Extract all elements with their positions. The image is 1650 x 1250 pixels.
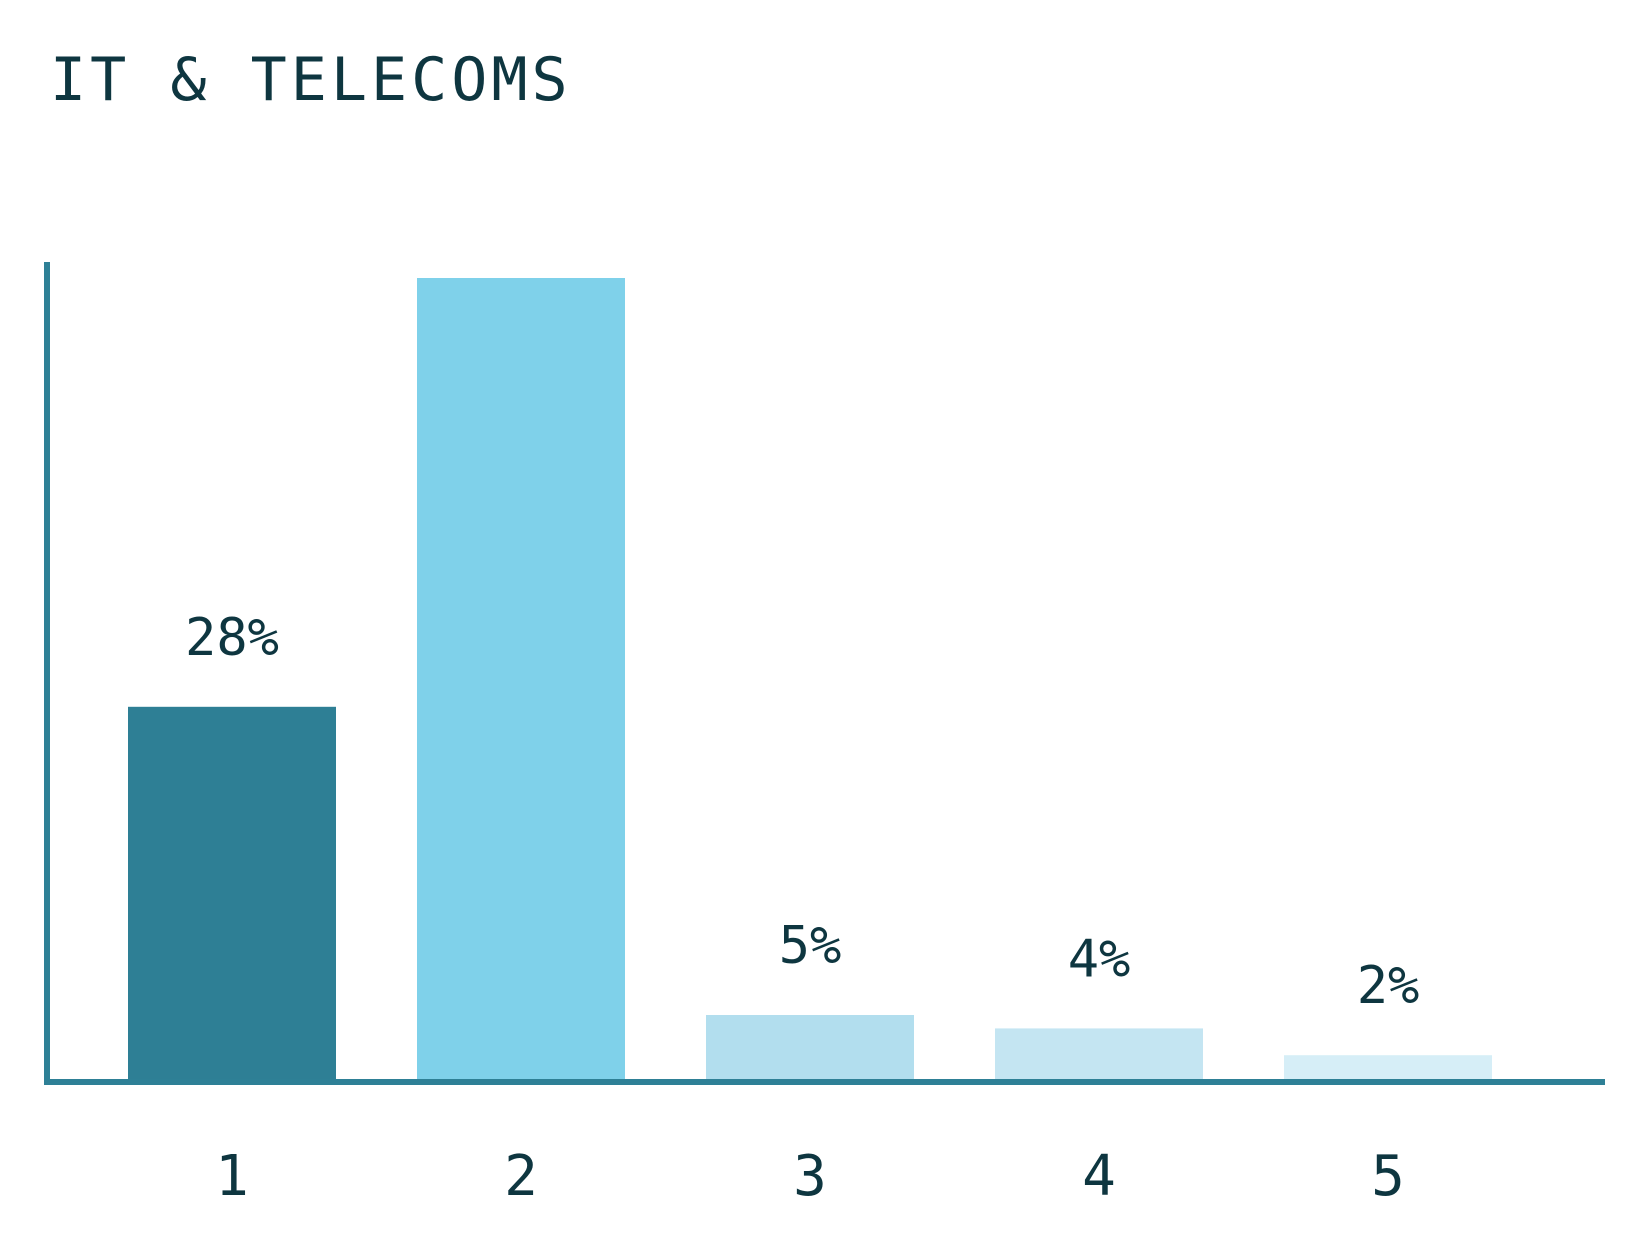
bar-2: [417, 278, 625, 1082]
value-label-3: 5%: [779, 916, 842, 976]
bars-group: [128, 278, 1492, 1082]
chart-title: IT & TELECOMS: [50, 45, 572, 115]
bar-1: [128, 706, 336, 1082]
tick-label-2: 2: [504, 1144, 538, 1209]
tick-label-3: 3: [793, 1144, 827, 1209]
tick-label-5: 5: [1371, 1144, 1405, 1209]
bar-5: [1284, 1055, 1492, 1082]
value-label-1: 28%: [185, 608, 279, 668]
tick-label-4: 4: [1082, 1144, 1116, 1209]
value-labels-group: 28% 5% 4% 2%: [185, 608, 1419, 1016]
tick-labels-group: 1 2 3 4 5: [215, 1144, 1405, 1209]
value-label-5: 2%: [1357, 956, 1420, 1016]
bar-3: [706, 1015, 914, 1082]
value-label-4: 4%: [1068, 929, 1131, 989]
bar-4: [995, 1028, 1203, 1082]
tick-label-1: 1: [215, 1144, 249, 1209]
